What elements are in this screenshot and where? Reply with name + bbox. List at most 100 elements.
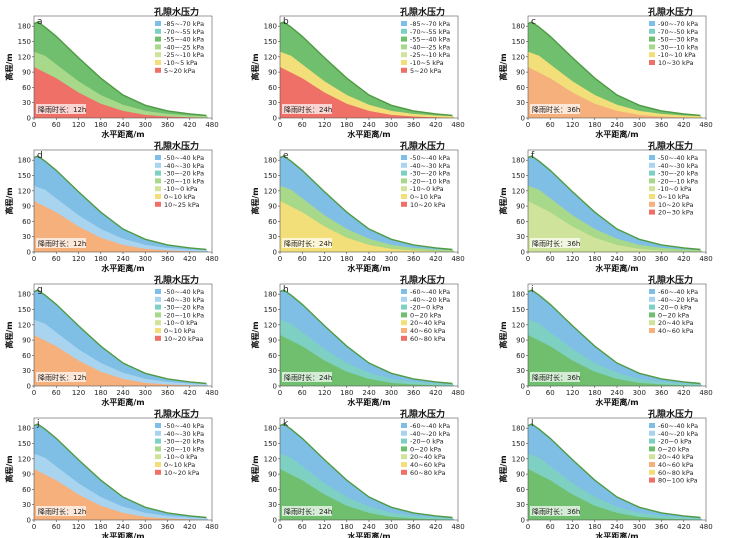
legend-entry: -30~-20 kPa [164, 170, 204, 178]
x-tick-label: 0 [32, 523, 36, 531]
legend-entry: -20~0 kPa [410, 304, 444, 312]
x-tick-label: 180 [94, 389, 107, 397]
legend-entry: -10~5 kPa [410, 59, 444, 67]
x-tick-label: 480 [699, 523, 712, 531]
y-tick-label: 30 [516, 367, 525, 375]
x-tick-label: 60 [546, 255, 555, 263]
legend-entry: -30~-20 kPa [164, 304, 204, 312]
panel-g-svg: 0 60 120 180 240 300 360 420 480 0 30 60 90 120 150 180… [4, 274, 219, 407]
y-tick-label: 180 [18, 157, 31, 165]
y-tick-label: 90 [516, 471, 525, 479]
legend-swatch [155, 67, 161, 73]
legend-swatch [649, 430, 655, 436]
x-tick-label: 420 [183, 255, 196, 263]
x-tick-label: 180 [588, 255, 601, 263]
x-tick-label: 180 [340, 255, 353, 263]
x-tick-label: 300 [139, 255, 152, 263]
y-tick-label: 30 [22, 233, 31, 241]
rain-duration-label: 降雨时长：24h [284, 105, 332, 114]
x-tick-label: 0 [526, 389, 530, 397]
legend-swatch [401, 304, 407, 310]
y-tick-label: 60 [22, 84, 31, 92]
slope-surface [527, 289, 701, 385]
legend-swatch [155, 289, 161, 294]
legend-entry: 0~20 kPa [410, 445, 441, 453]
legend-entry: -30~-20 kPa [164, 438, 204, 446]
rain-label-bg [36, 238, 86, 248]
legend-entry: -20~-10 kPa [164, 445, 204, 453]
panel-letter: a [37, 17, 43, 27]
rain-label-bg [530, 372, 580, 382]
legend-swatch [401, 423, 407, 428]
x-tick-label: 300 [633, 121, 646, 129]
x-tick-label: 0 [526, 121, 530, 129]
legend-entry: -10~5 kPa [164, 59, 198, 67]
x-tick-label: 240 [116, 389, 129, 397]
y-tick-label: 90 [516, 203, 525, 211]
rain-duration-label: 降雨时长：12h [38, 507, 86, 516]
x-tick-label: 120 [566, 389, 579, 397]
x-tick-label: 480 [451, 255, 464, 263]
y-tick-label: 30 [516, 99, 525, 107]
y-tick-label: 90 [268, 69, 277, 77]
x-tick-label: 120 [72, 255, 85, 263]
x-tick-label: 60 [52, 121, 61, 129]
legend-entry: -60~-40 kPa [410, 422, 450, 430]
y-tick-label: 90 [268, 471, 277, 479]
x-tick-label: 480 [205, 255, 218, 263]
legend-entry: 20~40 kPa [410, 453, 445, 461]
y-tick-label: 0 [273, 383, 277, 391]
legend-entry: -20~-10 kPa [410, 177, 450, 185]
legend-swatch [155, 462, 161, 467]
legend-entry: 40~60 kPa [410, 461, 445, 469]
legend-swatch [155, 21, 161, 26]
legend-swatch [155, 469, 161, 475]
y-tick-label: 180 [264, 425, 277, 433]
legend-swatch [401, 320, 407, 326]
y-tick-label: 120 [264, 53, 277, 61]
legend-swatch [155, 36, 161, 42]
x-tick-label: 420 [677, 255, 690, 263]
legend-entry: -10~0 kPa [410, 185, 444, 193]
rain-duration-label: 降雨时长：12h [38, 373, 86, 382]
x-tick-label: 360 [161, 121, 174, 129]
legend-swatch [649, 469, 655, 475]
legend-entry: -40~-20 kPa [410, 430, 450, 438]
legend-entry: 5~20 kPa [410, 67, 441, 75]
legend-swatch [155, 430, 161, 436]
panel-c-svg: 0 60 120 180 240 300 360 420 480 0 30 60 90 120 150 180… [498, 6, 713, 139]
panel-letter: b [283, 17, 289, 27]
rain-duration-label: 降雨时长：24h [284, 373, 332, 382]
y-tick-label: 90 [516, 69, 525, 77]
panel-h: 0 60 120 180 240 300 360 420 480 0 30 60 90 120 150 180… [246, 270, 490, 407]
legend-entry: 0~10 kPa [164, 327, 195, 335]
panel-k: 0 60 120 180 240 300 360 420 480 0 30 60 90 120 150 180… [246, 404, 490, 538]
x-tick-label: 60 [546, 389, 555, 397]
x-tick-label: 420 [429, 389, 442, 397]
legend-swatch [649, 201, 655, 207]
legend-title: 孔隙水压力 [648, 140, 693, 152]
x-tick-label: 120 [566, 523, 579, 531]
x-tick-label: 360 [161, 389, 174, 397]
x-tick-label: 240 [610, 255, 623, 263]
panel-l: 0 60 120 180 240 300 360 420 480 0 30 60 90 120 150 180… [494, 404, 738, 538]
x-tick-label: 420 [677, 121, 690, 129]
x-axis-title: 水平距离/m [100, 531, 144, 538]
y-tick-label: 120 [18, 187, 31, 195]
legend-swatch [401, 289, 407, 294]
legend-entry: -20~0 kPa [658, 438, 692, 446]
x-tick-label: 360 [161, 523, 174, 531]
legend-swatch [155, 423, 161, 428]
x-tick-label: 180 [340, 121, 353, 129]
legend-entry: 0~20 kPa [658, 311, 689, 319]
slope-surface [33, 21, 207, 117]
x-tick-label: 120 [566, 121, 579, 129]
y-tick-label: 120 [512, 53, 525, 61]
x-tick-label: 0 [32, 255, 36, 263]
legend-swatch [649, 162, 655, 168]
legend-entry: -55~-40 kPa [164, 36, 204, 44]
legend-swatch [649, 155, 655, 160]
x-tick-label: 180 [588, 121, 601, 129]
y-tick-label: 0 [521, 249, 525, 257]
y-axis-title: 高程/m [4, 187, 14, 214]
